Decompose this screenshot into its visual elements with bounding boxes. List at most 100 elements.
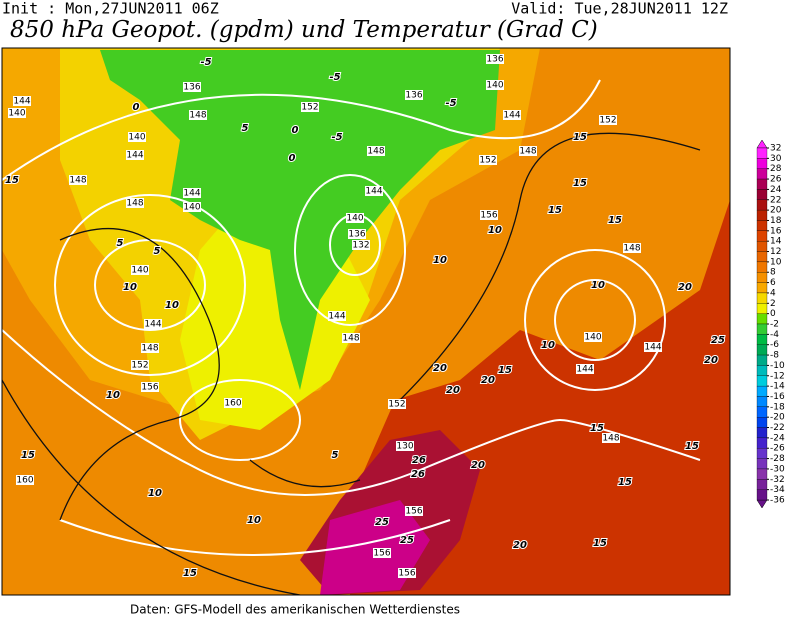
label-box [396,441,414,451]
temperature-label: 26 [412,455,426,466]
label-box [599,115,617,125]
colorbar-swatch [756,334,768,345]
colorbar-swatch [756,396,768,407]
temperature-label: 10 [541,340,555,351]
geopotential-label: 152 [599,116,616,126]
geopotential-contours [2,79,701,556]
colorbar-label: -16 [770,392,785,402]
colorbar-swatch [756,189,768,200]
temperature-label: 25 [375,517,389,528]
geopotential-label: 148 [69,176,86,186]
temperature-label: 26 [411,469,425,480]
label-box [16,475,34,485]
colorbar-label: -8 [770,351,779,361]
temperature-label: 0 [133,102,140,113]
colorbar-swatch [756,303,768,314]
title: 850 hPa Geopot. (gpdm) und Temperatur (G… [10,17,598,43]
colorbar-swatch [756,479,768,490]
geopotential-label: 144 [365,187,382,197]
label-box [388,399,406,409]
colorbar-label: -26 [770,444,785,454]
label-box [189,110,207,120]
geopotential-label: 156 [480,211,497,221]
label-box [13,96,31,106]
geopotential-label: 156 [398,569,415,579]
temperature-label: 15 [608,215,622,226]
colorbar-label: 14 [770,237,782,247]
temperature-label: 15 [21,450,35,461]
temperature-label: 15 [590,423,604,434]
temperature-label: 15 [5,175,19,186]
geopotential-label: 148 [519,147,536,157]
colorbar-label: 2 [770,299,776,309]
colorbar-label: -28 [770,454,785,464]
temperature-label: 15 [498,365,512,376]
temperature-label: -5 [331,132,342,143]
label-box [486,54,504,64]
label-box [486,80,504,90]
geopotential-label: 148 [126,199,143,209]
map [1,47,731,596]
colorbar-swatch [756,261,768,273]
geopotential-label: 144 [576,365,593,375]
geopotential-label: 148 [602,434,619,444]
geopotential-label: 132 [352,241,369,251]
temperature-label: 10 [106,390,120,401]
colorbar-label: -30 [770,464,785,474]
geopotential-label: 136 [183,83,200,93]
temperature-label: 25 [400,535,414,546]
label-box [131,265,149,275]
colorbar-swatch [756,489,768,501]
colorbar-swatch [756,375,768,387]
label-box [128,132,146,142]
colorbar-swatch [756,178,768,190]
temperature-label: 10 [165,300,179,311]
geopotential-label: 144 [13,97,30,107]
colorbar-label: -10 [770,361,785,371]
label-box [367,146,385,156]
label-box [131,360,149,370]
colorbar-label: -20 [770,413,785,423]
label-box [405,506,423,516]
colorbar-label: 18 [770,216,782,226]
label-box [479,155,497,165]
label-box [141,382,159,392]
colorbar-swatch [756,365,768,376]
label-box [623,243,641,253]
colorbar-swatch [756,272,768,283]
label-box [352,240,370,250]
colorbar-swatch [756,437,768,449]
label-box [373,548,391,558]
geopotential-label: 140 [486,81,503,91]
label-box [8,108,26,118]
label-box [644,342,662,352]
colorbar-swatch [756,158,768,169]
colorbar-swatch [756,458,768,470]
colorbar-swatch [756,448,768,459]
temperature-label: 10 [123,282,137,293]
label-box [576,364,594,374]
colorbar-swatch [756,313,768,325]
label-box [602,433,620,443]
colorbar-swatch [756,417,768,428]
geopotential-label: 144 [328,312,345,322]
geopotential-label: 148 [342,334,359,344]
colorbar-swatch [756,251,768,263]
colorbar-swatch [756,209,768,221]
colorbar-swatch [756,292,768,304]
geopotential-label: 144 [644,343,661,353]
temperature-label: 25 [711,335,725,346]
footer: Daten: GFS-Modell des amerikanischen Wet… [130,603,460,617]
label-box [69,175,87,185]
label-box [584,332,602,342]
colorbar-label: -6 [770,340,779,350]
colorbar-label: 28 [770,164,782,174]
colorbar-label: -36 [770,496,785,506]
map-labels: 1441401360-5140144148515200-5148136-5140… [4,54,726,580]
geopotential-label: 152 [301,103,318,113]
temperature-label: 5 [154,246,161,257]
temperature-label: 15 [685,441,699,452]
geopotential-label: 160 [16,476,33,486]
colorbar-label: -34 [770,485,785,495]
colorbar-swatch [756,241,768,252]
